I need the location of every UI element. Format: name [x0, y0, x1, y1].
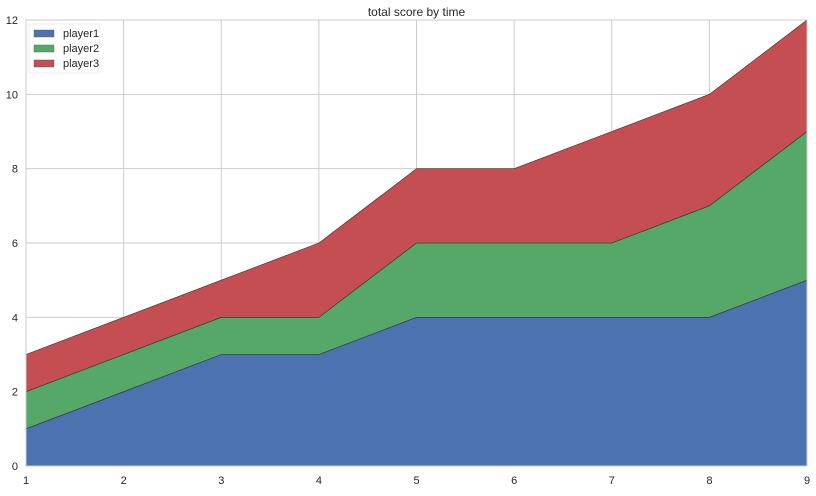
- y-tick-label: 12: [6, 15, 18, 27]
- x-tick-label: 1: [23, 475, 29, 487]
- y-tick-label: 2: [12, 387, 18, 399]
- x-tick-label: 7: [609, 475, 615, 487]
- x-tick-label: 8: [706, 475, 712, 487]
- y-tick-label: 0: [12, 461, 18, 473]
- x-tick-label: 4: [316, 475, 322, 487]
- legend-label-player1: player1: [63, 28, 99, 40]
- legend-swatch-player2: [33, 44, 55, 53]
- y-tick-label: 8: [12, 164, 18, 176]
- legend-swatch-player1: [33, 29, 55, 38]
- legend-swatch-player3: [33, 59, 55, 68]
- y-tick-label: 4: [12, 312, 18, 324]
- x-tick-label: 5: [413, 475, 419, 487]
- legend-label-player3: player3: [63, 58, 99, 70]
- x-tick-label: 9: [804, 475, 810, 487]
- y-tick-label: 10: [6, 89, 18, 101]
- plot-frame: [25, 19, 808, 467]
- x-tick-label: 2: [121, 475, 127, 487]
- chart-title: total score by time: [368, 5, 466, 19]
- legend-label-player2: player2: [63, 43, 99, 55]
- x-tick-label: 6: [511, 475, 517, 487]
- x-tick-label: 3: [218, 475, 224, 487]
- y-tick-label: 6: [12, 238, 18, 250]
